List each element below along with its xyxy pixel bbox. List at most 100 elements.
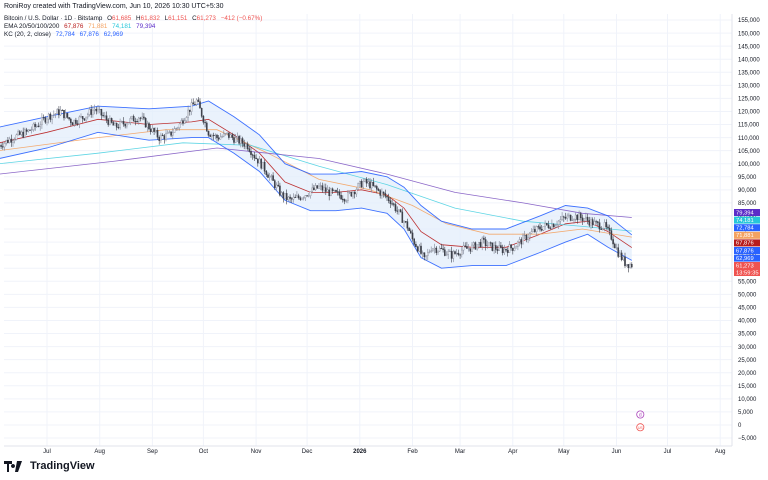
candle-body (518, 239, 521, 243)
price-badge-label: 71,881 (736, 233, 754, 239)
y-tick-label: 125,000 (738, 97, 760, 103)
candle-body (522, 235, 524, 245)
candle-body (340, 195, 342, 200)
candle-body (245, 143, 247, 147)
candle-body (566, 215, 568, 219)
price-badge (734, 209, 760, 216)
candle-body (205, 122, 208, 132)
candle-body (100, 109, 103, 116)
candle-body (457, 252, 460, 255)
candle-body (537, 226, 540, 228)
candle-body (432, 248, 434, 251)
candle-body (139, 117, 142, 119)
candle-body (214, 134, 217, 137)
kc-legend[interactable]: KC (20, 2, close) 72,784 67,876 62,969 (4, 31, 126, 38)
candle-body (540, 229, 543, 231)
candle-body (486, 245, 489, 247)
candle-body (285, 193, 288, 200)
candle-body (257, 158, 259, 164)
ema200-value: 79,394 (136, 23, 156, 30)
candle-body (571, 219, 574, 221)
candle-body (24, 129, 26, 138)
candle-body (501, 247, 504, 254)
candle-body (219, 136, 222, 140)
candle-body (578, 213, 580, 221)
candle-body (483, 237, 485, 240)
candle-body (194, 104, 196, 106)
candle-body (411, 232, 414, 240)
candle-body (534, 229, 536, 232)
candle-body (384, 193, 387, 197)
candle-body (610, 230, 613, 240)
candle-body (394, 204, 397, 212)
candle-body (450, 250, 453, 259)
candle-body (25, 129, 28, 132)
candle-body (163, 135, 166, 140)
candle-body (620, 252, 623, 260)
candle-body (158, 136, 161, 141)
candle-body (301, 197, 303, 200)
candle-body (478, 241, 480, 245)
candle-body (557, 220, 560, 225)
candle-body (110, 118, 113, 123)
candle-body (617, 247, 619, 257)
candle-body (464, 245, 467, 247)
candle-body (304, 195, 307, 199)
ema-legend[interactable]: EMA 20/50/100/200 67,876 71,881 74,181 7… (4, 23, 158, 30)
candle-body (321, 185, 324, 191)
y-tick-label: 145,000 (738, 44, 760, 50)
candle-body (525, 234, 528, 241)
candle-body (10, 138, 13, 143)
candle-body (328, 189, 331, 197)
candle-body (355, 189, 358, 195)
tradingview-logo[interactable]: TradingView (4, 460, 95, 472)
candle-body (170, 131, 172, 136)
symbol-legend[interactable]: Bitcoin / U.S. Dollar · 1D · Bitstamp O6… (4, 15, 265, 22)
candle-body (178, 123, 181, 129)
candle-body (156, 130, 159, 138)
candle-body (564, 217, 567, 219)
ohlc-change: −412 (−0.67%) (220, 15, 263, 22)
candle-body (253, 155, 256, 159)
candle-body (275, 184, 278, 188)
y-tick-label: 155,000 (738, 18, 760, 24)
candle-body (472, 242, 475, 246)
candle-body (229, 134, 232, 138)
candle-body (372, 182, 375, 186)
candle-body (56, 109, 58, 114)
candle-body (379, 190, 382, 196)
candle-body (546, 223, 548, 225)
candle-body (204, 122, 206, 124)
candle-body (308, 195, 310, 197)
y-tick-label: 135,000 (738, 70, 760, 76)
time-axis[interactable]: Jul Aug Sep Oct Nov Dec 2026 Feb Mar Apr May Jun Jul… (4, 445, 732, 455)
candle-body (296, 195, 298, 198)
y-tick-label: 45,000 (738, 306, 757, 312)
candle-body (489, 242, 492, 244)
candle-body (132, 116, 135, 122)
candle-body (63, 109, 65, 119)
candle-body (17, 131, 19, 136)
candle-body (393, 203, 395, 205)
candle-body (454, 251, 456, 254)
candle-body (90, 109, 92, 115)
candle-body (631, 264, 633, 268)
candle-body (103, 115, 106, 117)
candle-body (428, 251, 431, 253)
x-tick-label: Oct (199, 449, 209, 455)
candle-body (563, 216, 565, 218)
candle-body (141, 116, 144, 119)
candle-body (559, 219, 562, 222)
candle-body (190, 102, 193, 112)
candle-body (396, 210, 399, 212)
candle-body (484, 239, 487, 247)
candle-body (595, 221, 597, 223)
candle-body (76, 123, 79, 125)
candle-body (117, 127, 120, 129)
candle-body (64, 112, 67, 119)
y-tick-label: −5,000 (738, 436, 757, 442)
candle-body (66, 112, 69, 118)
candle-body (46, 118, 48, 123)
candle-body (19, 131, 21, 135)
